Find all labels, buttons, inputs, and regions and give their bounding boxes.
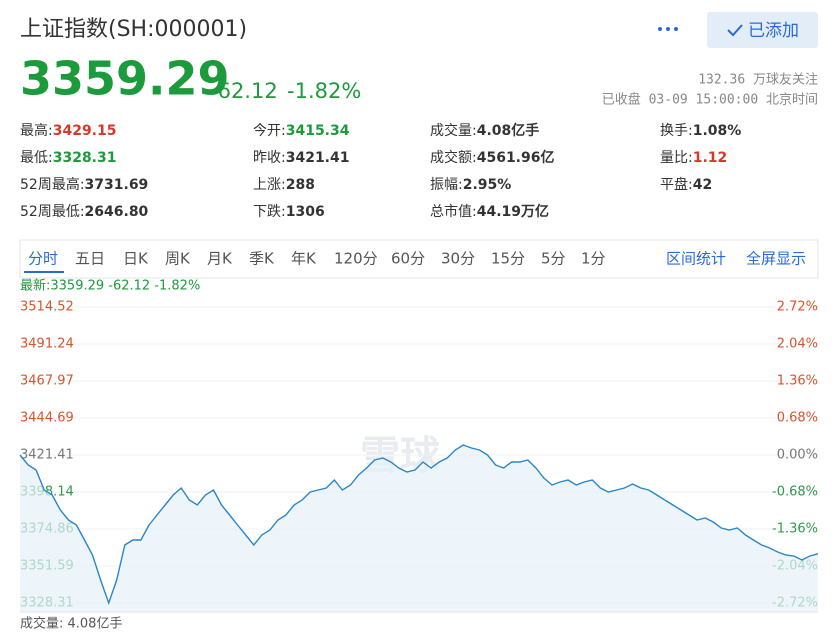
y2-tick-label: 2.04% bbox=[777, 337, 818, 352]
stat-value: 3429.15 bbox=[53, 123, 117, 139]
price-line bbox=[19, 444, 819, 606]
y2-tick-label: 0.68% bbox=[777, 411, 818, 426]
stat-label: 平盘: bbox=[660, 176, 693, 193]
volume: 成交量: 4.08亿手 bbox=[20, 616, 122, 632]
tab[interactable]: 15分 bbox=[491, 250, 525, 268]
tab[interactable]: 日K bbox=[123, 250, 149, 268]
y-tick-label: 3444.69 bbox=[20, 411, 74, 426]
y2-tick-label: 1.36% bbox=[777, 374, 818, 389]
stat: 今开:3415.34 bbox=[253, 123, 350, 139]
stat: 昨收:3421.41 bbox=[253, 150, 349, 166]
stat: 最高:3429.15 bbox=[20, 122, 116, 139]
stat-value: 1.12 bbox=[693, 150, 728, 166]
stat: 成交额:4561.96亿 bbox=[430, 149, 554, 166]
followers: 132.36 万球友关注 bbox=[698, 72, 818, 88]
price: 3359.29 bbox=[20, 52, 230, 106]
dot bbox=[674, 27, 678, 31]
stat-value: 44.19万亿 bbox=[477, 203, 549, 220]
tab[interactable]: 月K bbox=[207, 250, 233, 268]
stat: 52周最高:3731.69 bbox=[20, 176, 148, 193]
stat-label: 上涨: bbox=[253, 177, 286, 193]
stat-value: 4561.96亿 bbox=[477, 149, 555, 166]
status: 已收盘 03-09 15:00:00 北京时间 bbox=[602, 92, 818, 108]
stat-label: 最低: bbox=[20, 150, 53, 166]
stat: 52周最低:2646.80 bbox=[20, 204, 149, 220]
follow-button[interactable]: 已添加 bbox=[707, 12, 818, 48]
change: -62.12 bbox=[210, 79, 278, 103]
tab[interactable]: 分时 bbox=[28, 250, 58, 268]
stat-value: 42 bbox=[693, 177, 712, 193]
y2-tick-label: -0.68% bbox=[772, 485, 818, 500]
stat-label: 振幅: bbox=[430, 177, 463, 193]
stat-value: 3415.34 bbox=[286, 123, 350, 139]
stat: 平盘:42 bbox=[660, 176, 712, 193]
tab[interactable]: 30分 bbox=[441, 250, 475, 268]
tab[interactable]: 年K bbox=[291, 250, 317, 268]
stat-label: 昨收: bbox=[253, 150, 286, 166]
tab[interactable]: 周K bbox=[165, 250, 191, 268]
dot bbox=[658, 27, 662, 31]
stat-value: 2.95% bbox=[463, 177, 512, 193]
stat-label: 总市值: bbox=[430, 203, 477, 220]
stat-label: 52周最低: bbox=[20, 204, 85, 220]
stat-label: 成交额: bbox=[430, 149, 477, 166]
stat-value: 288 bbox=[286, 177, 315, 193]
stat: 总市值:44.19万亿 bbox=[430, 203, 549, 220]
tab-underline bbox=[24, 271, 64, 273]
stat-value: 2646.80 bbox=[85, 204, 149, 220]
title: 上证指数(SH:000001) bbox=[20, 17, 247, 42]
stat: 振幅:2.95% bbox=[430, 177, 511, 193]
stat: 最低:3328.31 bbox=[20, 150, 116, 166]
y2-tick-label: 2.72% bbox=[777, 300, 818, 315]
stat: 成交量:4.08亿手 bbox=[430, 122, 539, 139]
tab[interactable]: 五日 bbox=[75, 250, 105, 268]
latest: 最新:3359.29 -62.12 -1.82% bbox=[20, 278, 200, 294]
stat: 上涨:288 bbox=[253, 177, 315, 193]
more-menu[interactable] bbox=[658, 27, 678, 31]
tab[interactable]: 60分 bbox=[391, 250, 425, 268]
stat-label: 换手: bbox=[660, 122, 693, 139]
stat: 换手:1.08% bbox=[660, 122, 741, 139]
stat-label: 量比: bbox=[660, 150, 693, 166]
stat-value: 1306 bbox=[286, 204, 325, 220]
tab[interactable]: 1分 bbox=[581, 250, 606, 268]
tab[interactable]: 季K bbox=[249, 250, 275, 268]
stat: 下跌:1306 bbox=[253, 204, 325, 220]
chart: 雪球3514.523491.243467.973444.693421.41339… bbox=[19, 300, 819, 612]
stat-label: 今开: bbox=[253, 123, 286, 139]
y-tick-label: 3421.41 bbox=[20, 448, 74, 463]
stat-value: 3421.41 bbox=[286, 150, 350, 166]
tabs: 分时 五日 日K 周K 月K 季K 年K 120分 60分 30分 15分 5分 1分 区间统计 全屏显示 bbox=[24, 250, 806, 273]
stat-label: 最高: bbox=[20, 122, 53, 139]
tab-link[interactable]: 区间统计 bbox=[666, 250, 726, 268]
stat-label: 52周最高: bbox=[20, 176, 85, 193]
stats: 最高:3429.15 今开:3415.34 成交量:4.08亿手 换手:1.08% 最低… bbox=[20, 122, 741, 220]
y-tick-label: 3467.97 bbox=[20, 373, 74, 388]
tab-bar bbox=[19, 239, 819, 279]
button-label: 已添加 bbox=[748, 21, 799, 41]
tab-link[interactable]: 全屏显示 bbox=[746, 250, 806, 268]
y2-tick-label: 0.00% bbox=[777, 448, 818, 463]
dot bbox=[666, 27, 670, 31]
stat-value: 3731.69 bbox=[85, 177, 149, 193]
area bbox=[20, 445, 818, 612]
stat-label: 成交量: bbox=[430, 122, 477, 139]
stat-value: 1.08% bbox=[693, 123, 742, 139]
change-percent: -1.82% bbox=[287, 79, 361, 103]
y-tick-label: 3514.52 bbox=[20, 300, 74, 315]
tab[interactable]: 5分 bbox=[541, 250, 566, 268]
stat-label: 下跌: bbox=[253, 204, 286, 220]
y2-tick-label: -1.36% bbox=[772, 522, 818, 537]
button-bg bbox=[707, 12, 818, 48]
stat-value: 3328.31 bbox=[53, 150, 117, 166]
tab[interactable]: 120分 bbox=[334, 250, 378, 268]
stat: 量比:1.12 bbox=[660, 150, 727, 166]
stat-value: 4.08亿手 bbox=[477, 122, 540, 139]
y-tick-label: 3491.24 bbox=[20, 337, 74, 352]
check-icon bbox=[727, 24, 743, 37]
